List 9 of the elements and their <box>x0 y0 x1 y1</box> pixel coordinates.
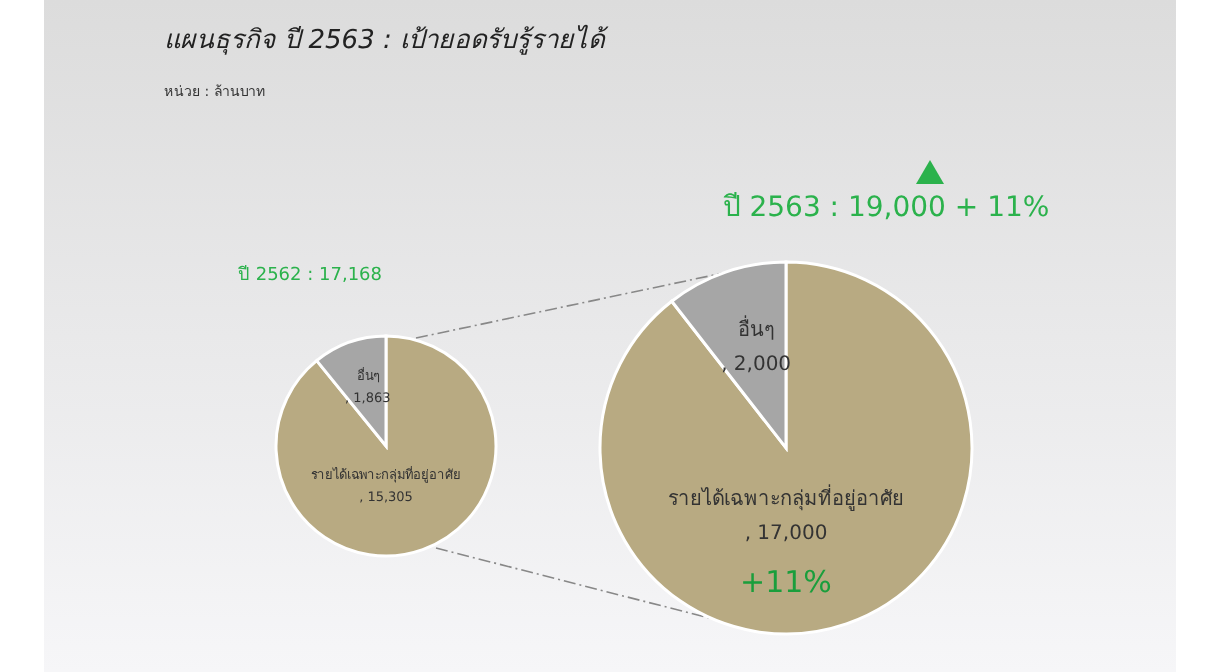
text: +11% <box>740 564 832 600</box>
data-label: , 17,000 <box>744 523 828 546</box>
pie-slice <box>598 260 974 636</box>
pie-slice <box>274 334 498 558</box>
text: ปี 2562 : 17,168 <box>237 264 383 286</box>
chart-title: ปี 2563 : 19,000 + 11% <box>722 192 1050 224</box>
chart-title: แผนธุรกิจ ปี 2563 : เป้ายอดรับรู้รายได้ <box>164 24 610 56</box>
slice-label: อื่นๆ <box>738 314 775 343</box>
slice-label: รายได้เฉพาะกลุ่มที่อยู่อาศัย <box>668 483 904 512</box>
